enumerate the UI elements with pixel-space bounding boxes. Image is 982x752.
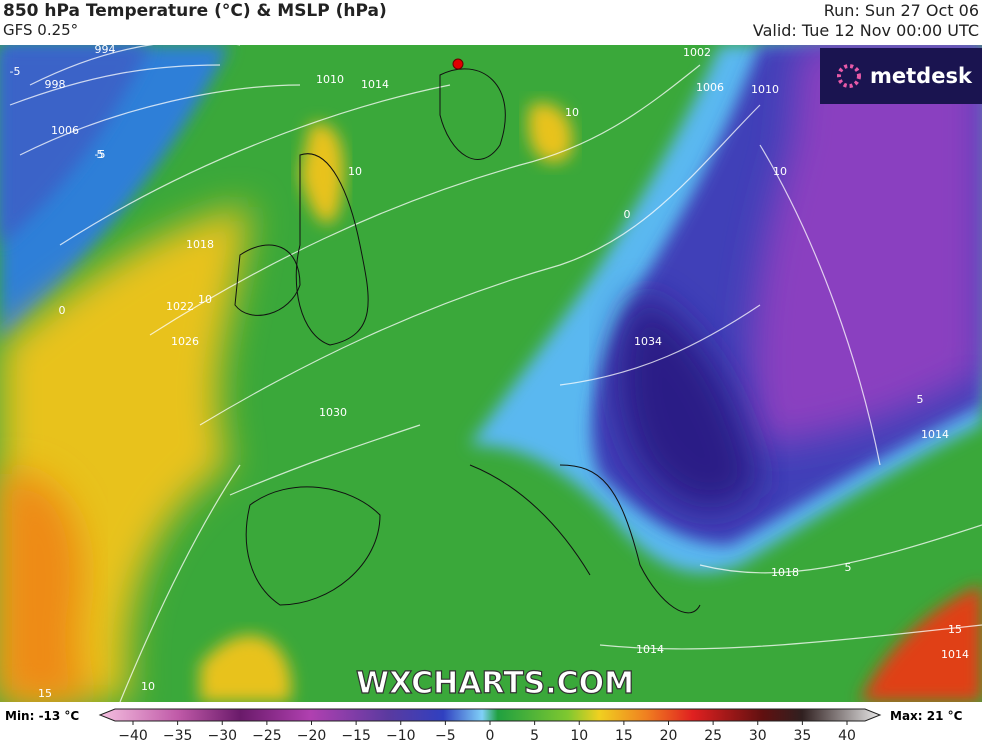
map-label: 1026 (171, 335, 199, 348)
coastlines (234, 68, 701, 614)
watermark: WXCHARTS.COM (356, 666, 634, 701)
map-label: 1014 (941, 648, 969, 661)
colorbar-tick-label: −15 (341, 728, 371, 744)
brand-logo (837, 64, 861, 88)
map-label: 5 (917, 393, 924, 406)
isobars (9, 45, 982, 702)
map-label: 1030 (319, 406, 347, 419)
colorbar-tick-label: −30 (207, 728, 237, 744)
map-label: 15 (38, 687, 52, 700)
map-label: 0 (59, 304, 66, 317)
map-label: 10 (198, 293, 212, 306)
temperature-field (0, 45, 982, 702)
colorbar-tick-label: −10 (386, 728, 416, 744)
map-label: 10 (773, 165, 787, 178)
map-label: 1034 (634, 335, 662, 348)
map-label: 1014 (636, 643, 664, 656)
map-label: 10 (348, 165, 362, 178)
colorbar: Min: -13 °C Max: 21 °C −40 −35 −30 −25 −20 −1… (5, 708, 963, 744)
colorbar-tick-label: 10 (570, 728, 588, 744)
map-label: 10 (565, 106, 579, 119)
map-label: -5 (10, 65, 21, 78)
map-label: 1002 (683, 46, 711, 59)
map-label: 1006 (51, 124, 79, 137)
map-label: 0 (624, 208, 631, 221)
colorbar-tick-label: 0 (486, 728, 495, 744)
map-label: 1010 (316, 73, 344, 86)
map-label: 1010 (751, 83, 779, 96)
colorbar-tick-label: 25 (704, 728, 722, 744)
colorbar-tick-label: −5 (435, 728, 456, 744)
map-label: 1006 (696, 81, 724, 94)
map-label: 15 (948, 623, 962, 636)
max-label: Max: 21 °C (890, 709, 963, 723)
map-label: 994 (95, 45, 116, 56)
brand: metdesk (870, 64, 973, 88)
colorbar-tick-label: 40 (838, 728, 856, 744)
valid-time: Valid: Tue 12 Nov 00:00 UTC (752, 21, 979, 40)
run-time: Run: Sun 27 Oct 06 (823, 1, 979, 20)
map-label: 1018 (771, 566, 799, 579)
colorbar-tick-label: −35 (163, 728, 193, 744)
map-label: 10 (141, 680, 155, 693)
map-label: 5 (845, 561, 852, 574)
colorbar-tick-label: −40 (118, 728, 148, 744)
map-label: -5 (95, 148, 106, 161)
marker (452, 58, 464, 70)
colorbar-tick-label: 5 (530, 728, 539, 744)
colorbar-tick-label: 35 (793, 728, 811, 744)
map-label: 1014 (361, 78, 389, 91)
colorbar-tick-label: −25 (252, 728, 282, 744)
colorbar-tick-label: 20 (660, 728, 678, 744)
colorbar-tick-label: −20 (297, 728, 327, 744)
map-title: 850 hPa Temperature (°C) & MSLP (hPa) (3, 1, 387, 21)
colorbar-tick-label: 30 (749, 728, 767, 744)
map-label: 1018 (186, 238, 214, 251)
colorbar-tick-label: 15 (615, 728, 633, 744)
map-label: 998 (45, 78, 66, 91)
map-label: 1014 (921, 428, 949, 441)
brand-box (820, 48, 982, 104)
map-label: 1022 (166, 300, 194, 313)
model-name: GFS 0.25° (3, 21, 79, 39)
colorbar-scale (98, 708, 882, 722)
min-label: Min: -13 °C (5, 709, 79, 723)
map-label: 5 (97, 148, 104, 161)
